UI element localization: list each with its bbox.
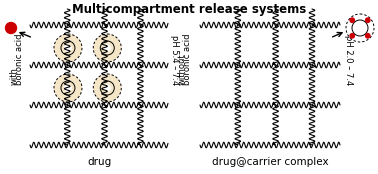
Circle shape <box>64 44 72 52</box>
Circle shape <box>104 84 111 92</box>
Circle shape <box>93 74 121 102</box>
Text: boronic acid: boronic acid <box>183 34 192 85</box>
Text: pH 2.0 – 7.4: pH 2.0 – 7.4 <box>344 35 353 85</box>
Text: boronic acid: boronic acid <box>15 34 25 85</box>
Circle shape <box>6 22 17 34</box>
Circle shape <box>100 41 114 55</box>
Circle shape <box>54 74 82 102</box>
Text: without: without <box>178 53 186 85</box>
Circle shape <box>93 34 121 62</box>
Circle shape <box>352 20 368 36</box>
Circle shape <box>350 18 355 22</box>
Circle shape <box>61 81 75 95</box>
Text: Multicompartment release systems: Multicompartment release systems <box>72 3 306 17</box>
Text: pH 5.4 – 7.4: pH 5.4 – 7.4 <box>169 35 178 85</box>
Text: with: with <box>9 67 19 85</box>
Circle shape <box>61 41 75 55</box>
Circle shape <box>366 34 370 38</box>
Circle shape <box>100 81 114 95</box>
Text: drug@carrier complex: drug@carrier complex <box>212 157 328 167</box>
Circle shape <box>64 84 72 92</box>
Circle shape <box>346 14 374 42</box>
Circle shape <box>104 44 111 52</box>
Circle shape <box>366 18 370 22</box>
Text: drug: drug <box>87 157 111 167</box>
Circle shape <box>350 34 355 38</box>
Circle shape <box>54 34 82 62</box>
